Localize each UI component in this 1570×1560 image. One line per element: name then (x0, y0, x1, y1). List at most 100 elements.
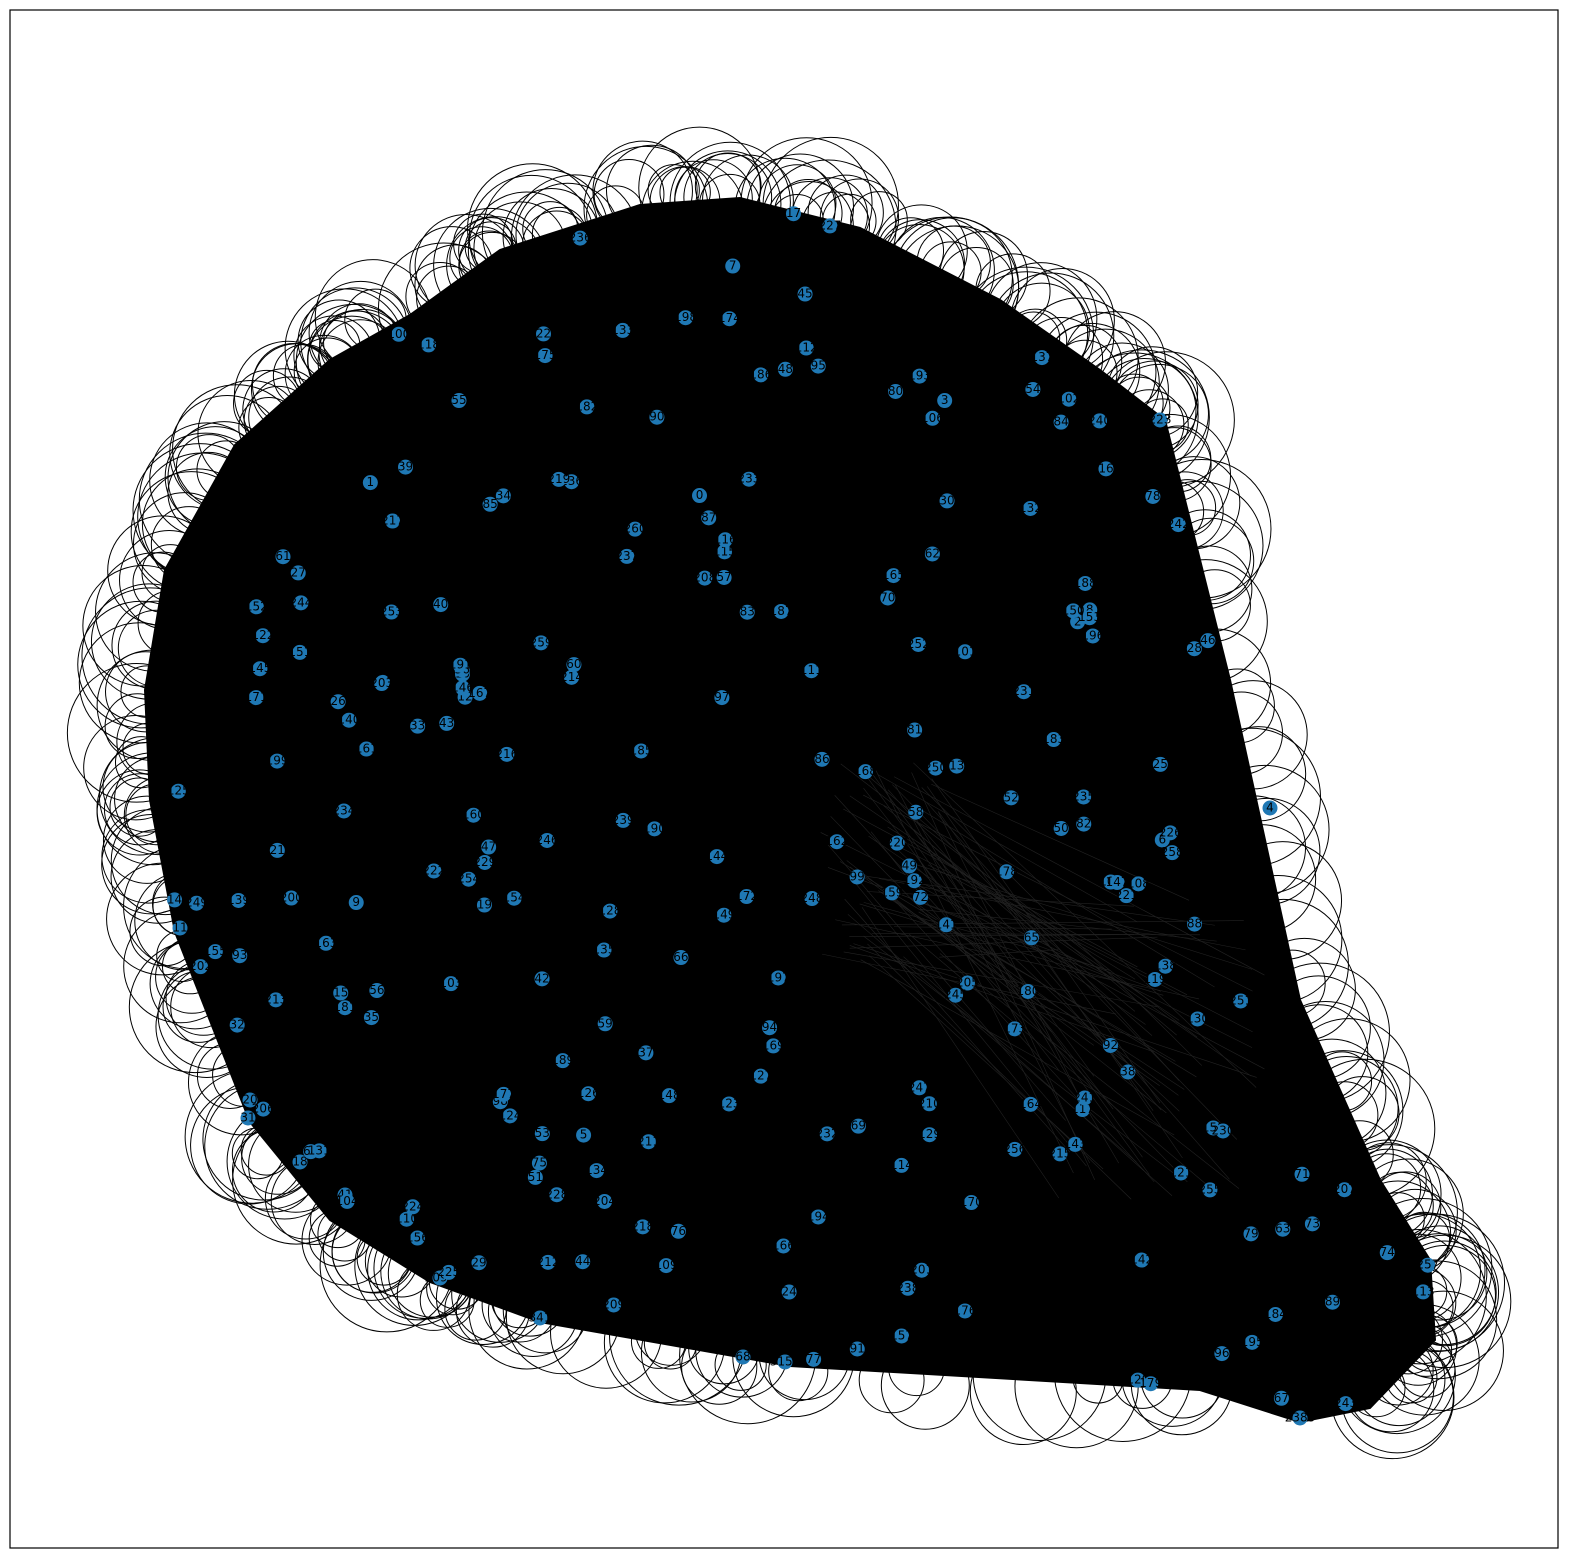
node (383, 604, 399, 620)
node-label: 222 (422, 863, 445, 877)
node-label: 149 (712, 908, 735, 922)
node (472, 685, 488, 701)
node-label: 115 (713, 544, 736, 558)
node-label: 112 (795, 341, 818, 355)
node-label: 47 (481, 840, 496, 854)
node (901, 858, 917, 874)
node-label: 188 (1074, 576, 1097, 590)
node-label: 100 (387, 327, 410, 341)
node-label: 191 (449, 658, 472, 672)
node (576, 1127, 592, 1143)
node-label: 138 (1154, 959, 1177, 973)
node-label: 71 (1294, 1167, 1309, 1181)
node-label: 247 (908, 1080, 931, 1094)
node-label: 170 (960, 1195, 983, 1209)
node (482, 496, 498, 512)
node (661, 1088, 677, 1104)
edge (875, 770, 1074, 1174)
node (443, 976, 459, 992)
node-label: 195 (1241, 1335, 1264, 1349)
node (1415, 1284, 1431, 1300)
node (269, 753, 285, 769)
node (1143, 1376, 1159, 1392)
node-label: 15 (333, 985, 348, 999)
node-label: 234 (332, 803, 355, 817)
node (499, 746, 515, 762)
edge (863, 902, 1111, 971)
node (252, 661, 268, 677)
node (1007, 1021, 1023, 1037)
node-label: 21 (270, 843, 285, 857)
node-label: 167 (468, 686, 491, 700)
node (615, 322, 631, 338)
node (172, 920, 188, 936)
node-label: 243 (1334, 1396, 1357, 1410)
node-label: 74 (1380, 1245, 1395, 1259)
node (1053, 821, 1069, 837)
node-label: 139 (227, 893, 250, 907)
node-label: 250 (924, 761, 947, 775)
edge (921, 787, 1203, 1066)
node-label: 97 (714, 690, 729, 704)
node (1152, 756, 1168, 772)
node (606, 1297, 622, 1313)
node (1170, 517, 1186, 533)
node-label: 148 (658, 1088, 681, 1102)
node-label: 27 (291, 565, 306, 579)
node-label: 257 (1416, 1258, 1439, 1272)
node-label: 183 (1042, 732, 1065, 746)
node-label: 259 (530, 635, 553, 649)
node (292, 644, 308, 660)
node-label: 228 (545, 1187, 568, 1201)
node (849, 1341, 865, 1357)
node (906, 873, 922, 889)
node-label: 160 (462, 808, 485, 822)
node-label: 216 (495, 747, 518, 761)
node (597, 1193, 613, 1209)
node-label: 215 (1049, 1146, 1072, 1160)
node (1420, 1257, 1436, 1273)
node-label: 199 (266, 754, 289, 768)
node-label: 57 (716, 570, 731, 584)
node-label: 242 (1167, 517, 1190, 531)
node (1336, 1182, 1352, 1198)
node (399, 1211, 415, 1227)
node (362, 475, 378, 491)
node-label: 99 (849, 869, 864, 883)
node (527, 1169, 543, 1185)
node-label: 51 (528, 1170, 543, 1184)
node (649, 409, 665, 425)
node (1304, 1216, 1320, 1232)
node (798, 340, 814, 356)
node-label: 218 (631, 1219, 654, 1233)
node (1273, 1390, 1289, 1406)
node-label: 154 (503, 891, 526, 905)
node-label: 37 (638, 1045, 653, 1059)
node (476, 897, 492, 913)
node (753, 367, 769, 383)
node (1075, 1102, 1091, 1118)
node (1053, 414, 1069, 430)
node-label: 26 (330, 694, 345, 708)
node (502, 1108, 518, 1124)
edge (878, 890, 1160, 1086)
node (692, 488, 708, 504)
node-label: 84 (1053, 415, 1068, 429)
node-label: 210 (918, 1096, 941, 1110)
node-label: 194 (807, 1209, 830, 1223)
edge (897, 845, 1188, 996)
node (615, 812, 631, 828)
node-label: 203 (370, 676, 393, 690)
node (1200, 633, 1216, 649)
node (1120, 1064, 1136, 1080)
node (391, 326, 407, 342)
node (572, 230, 588, 246)
node (580, 1086, 596, 1102)
node-label: 75 (532, 1156, 547, 1170)
node-label: 48 (778, 362, 793, 376)
node-label: 255 (1198, 1182, 1221, 1196)
node (1102, 1037, 1118, 1053)
node (781, 1284, 797, 1300)
edge (939, 953, 1240, 1189)
node (369, 983, 385, 999)
